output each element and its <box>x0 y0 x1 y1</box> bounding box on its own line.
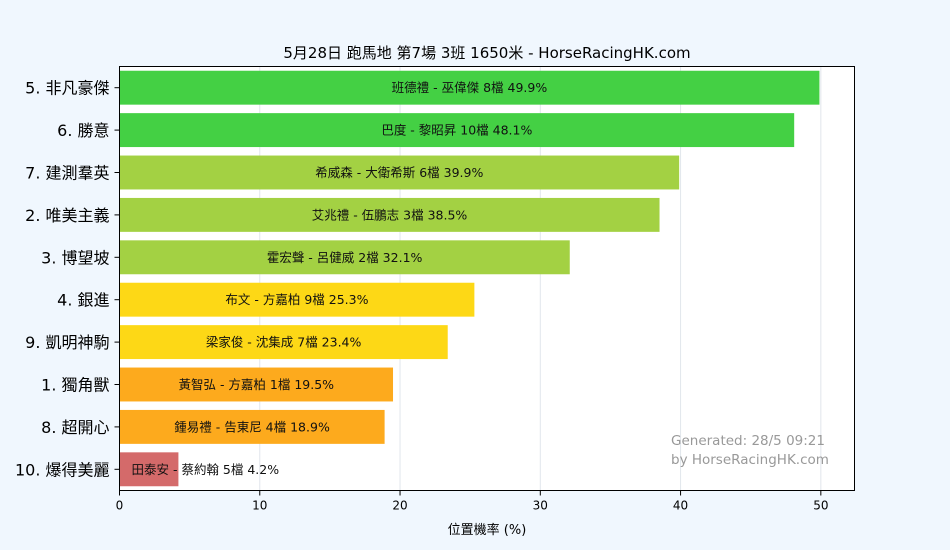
category-label-10: 10. 爆得美麗 <box>15 460 110 479</box>
chart-title: 5月28日 跑馬地 第7場 3班 1650米 - HorseRacingHK.c… <box>283 44 690 62</box>
category-label-1: 5. 非凡豪傑 <box>25 79 109 98</box>
x-tick-label-0: 0 <box>116 499 124 513</box>
credit-note: Generated: 28/5 09:21 by HorseRacingHK.c… <box>671 433 829 468</box>
bar-5 <box>119 240 570 275</box>
x-tick-label-10: 10 <box>252 499 267 513</box>
bar-labels: 班德禮 - 巫偉傑 8檔 49.9% 巴度 - 黎昭昇 10檔 48.1% 希威森 … <box>132 80 548 477</box>
bar-label-2: 巴度 - 黎昭昇 10檔 48.1% <box>381 123 532 138</box>
category-labels: 5. 非凡豪傑 6. 勝意 7. 建測羣英 2. 唯美主義 3. 博望坡 4. 銀進 9. … <box>15 79 120 479</box>
credit-line-generated: Generated: 28/5 09:21 <box>671 433 825 449</box>
category-label-5: 3. 博望坡 <box>41 248 109 267</box>
x-tick-label-40: 40 <box>673 499 688 513</box>
bar-label-8: 黃智弘 - 方嘉柏 1檔 19.5% <box>178 377 334 392</box>
bar-7 <box>119 325 448 360</box>
credit-line-site: by HorseRacingHK.com <box>671 452 829 468</box>
x-axis-ticks: 0 10 20 30 40 50 <box>116 490 828 513</box>
bar-label-7: 梁家俊 - 沈集成 7檔 23.4% <box>206 335 362 350</box>
bar-label-3: 希威森 - 大衛希斯 6檔 39.9% <box>315 165 483 180</box>
x-tick-label-20: 20 <box>392 499 407 513</box>
bar-label-4: 艾兆禮 - 伍鵬志 3檔 38.5% <box>312 207 468 222</box>
bar-label-9: 鍾易禮 - 告東尼 4檔 18.9% <box>174 419 330 434</box>
bar-4 <box>119 197 660 232</box>
category-label-3: 7. 建測羣英 <box>25 164 109 183</box>
bar-label-5: 霍宏聲 - 呂健威 2檔 32.1% <box>267 250 423 265</box>
category-label-9: 8. 超開心 <box>41 418 109 437</box>
category-label-2: 6. 勝意 <box>57 121 109 140</box>
plot-frame <box>119 66 855 491</box>
category-label-8: 1. 獨角獸 <box>41 376 109 395</box>
x-axis-label: 位置機率 (%) <box>448 522 527 538</box>
bar-6 <box>119 282 475 317</box>
bar-2 <box>119 113 795 148</box>
bar-8 <box>119 367 394 402</box>
x-tick-label-50: 50 <box>813 499 828 513</box>
category-label-4: 2. 唯美主義 <box>25 206 109 225</box>
bars <box>119 70 820 487</box>
bar-label-10: 田泰安 - 蔡約翰 5檔 4.2% <box>132 462 280 477</box>
x-tick-label-30: 30 <box>533 499 548 513</box>
category-label-6: 4. 銀進 <box>57 291 109 310</box>
bar-9 <box>119 409 385 444</box>
bar-1 <box>119 70 820 105</box>
bar-10 <box>119 452 179 487</box>
bar-label-1: 班德禮 - 巫偉傑 8檔 49.9% <box>392 80 548 95</box>
bar-3 <box>119 155 680 190</box>
bar-label-6: 布文 - 方嘉柏 9檔 25.3% <box>225 292 368 307</box>
category-label-7: 9. 凱明神駒 <box>25 333 109 352</box>
